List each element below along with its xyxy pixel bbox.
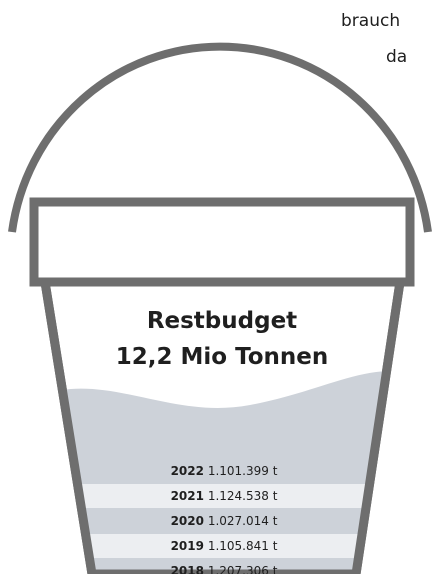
- rows: 2022 1.101.399 t 2021 1.124.538 t 2020 1.0…: [171, 464, 278, 574]
- year: 2021: [171, 489, 204, 503]
- bucket-handle: [8, 42, 432, 233]
- amount: 1.101.399 t: [208, 464, 278, 478]
- year: 2018: [171, 564, 204, 574]
- row: 2020 1.027.014 t: [171, 514, 278, 528]
- wave: [45, 370, 400, 574]
- amount: 1.105.841 t: [208, 539, 278, 553]
- fill-area: [45, 370, 400, 574]
- amount: 1.207.306 t: [208, 564, 278, 574]
- side-word: da: [386, 47, 407, 67]
- side-word: brauch: [341, 11, 400, 31]
- year: 2020: [171, 514, 204, 528]
- year: 2022: [171, 464, 204, 478]
- subtitle: 12,2 Mio Tonnen: [116, 344, 329, 370]
- stripe: [45, 484, 400, 508]
- year: 2019: [171, 539, 204, 553]
- row: 2019 1.105.841 t: [171, 539, 278, 553]
- row: 2021 1.124.538 t: [171, 489, 278, 503]
- stripe: [45, 534, 400, 558]
- title: Restbudget: [147, 308, 297, 334]
- bucket-rim: [29, 197, 415, 287]
- amount: 1.124.538 t: [208, 489, 278, 503]
- row: 2022 1.101.399 t: [171, 464, 278, 478]
- row: 2018 1.207.306 t: [171, 564, 278, 574]
- amount: 1.027.014 t: [208, 514, 278, 528]
